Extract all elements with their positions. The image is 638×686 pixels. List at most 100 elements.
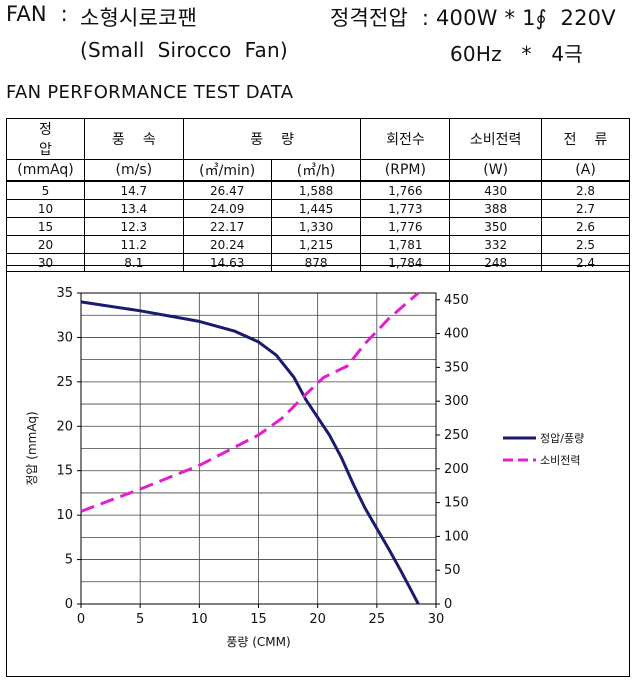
y2-tick-label: 300 — [444, 394, 469, 409]
chart-grid — [80, 292, 437, 605]
table-cell: 1,781 — [360, 235, 451, 254]
table-cell: 20.24 — [182, 235, 272, 254]
table-cell: 1,588 — [270, 180, 362, 200]
table-row: 10 13.4 24.09 1,445 1,773 388 2.7 — [6, 199, 630, 218]
table-cell: 30 — [6, 253, 85, 272]
x-tick-label: 25 — [369, 612, 386, 627]
y2-tick-label: 350 — [444, 360, 469, 375]
y-tick-label: 15 — [56, 464, 73, 479]
y2-tick-label: 0 — [444, 597, 452, 612]
table-cell: 2.7 — [541, 199, 630, 218]
rated-frequency: 60Hz * 4극 — [450, 42, 583, 66]
y-tick-label: 5 — [65, 553, 73, 568]
table-cell: 13.4 — [83, 199, 184, 218]
y2-tick-label: 100 — [444, 529, 469, 544]
y-tick-label: 10 — [56, 508, 73, 523]
series-line-2 — [80, 291, 420, 513]
table-units-row: (mmAq) (m/s) (㎥/min) (㎥/h) (RPM) (W) (A) — [6, 159, 630, 182]
table-cell: 1,215 — [270, 235, 362, 254]
table-cell: 1,773 — [360, 199, 451, 218]
table-cell: 2.6 — [541, 217, 630, 236]
table-cell: 332 — [449, 235, 543, 254]
table-cell: 26.47 — [182, 180, 272, 200]
y2-tick-label: 50 — [444, 563, 461, 578]
x-tick-label: 30 — [428, 612, 445, 627]
table-cell: 1,766 — [360, 180, 451, 200]
fan-label: FAN : — [6, 2, 68, 26]
table-cell: 11.2 — [83, 235, 184, 254]
unit-cell: (W) — [449, 159, 543, 182]
rated-voltage-label: 정격전압 : — [330, 6, 430, 30]
performance-chart: 0510152025303505010015020025030035040045… — [25, 286, 584, 649]
y-tick-label: 20 — [56, 419, 73, 434]
table-cell: 248 — [449, 253, 543, 272]
x-tick-label: 15 — [250, 612, 267, 627]
table-cell: 15 — [6, 217, 85, 236]
table-row: 20 11.2 20.24 1,215 1,781 332 2.5 — [6, 235, 630, 254]
unit-cell: (RPM) — [360, 159, 451, 182]
table-row: 15 12.3 22.17 1,330 1,776 350 2.6 — [6, 217, 630, 236]
table-cell: 1,784 — [360, 253, 451, 272]
table-row: 5 14.7 26.47 1,588 1,766 430 2.8 — [6, 180, 630, 200]
rated-voltage-value: 400W * 1∮ 220V — [436, 6, 616, 30]
y2-tick-label: 250 — [444, 428, 469, 443]
y-tick-label: 0 — [65, 597, 73, 612]
table-cell: 12.3 — [83, 217, 184, 236]
performance-table: 정압 풍속 풍량 회전수 소비전력 전류 (mmAq) (m/s) (㎥/min… — [6, 118, 630, 272]
y-tick-label: 30 — [56, 330, 73, 345]
unit-cell: (mmAq) — [6, 159, 85, 182]
y2-tick-label: 400 — [444, 327, 469, 342]
header-power: 소비전력 — [449, 118, 543, 160]
chart-frame — [6, 265, 630, 677]
unit-cell: (㎥/min) — [182, 159, 272, 182]
table-cell: 10 — [6, 199, 85, 218]
x-tick-label: 20 — [309, 612, 326, 627]
unit-cell: (A) — [541, 159, 630, 182]
y2-tick-label: 200 — [444, 462, 469, 477]
table-cell: 20 — [6, 235, 85, 254]
header-static-pressure: 정압 — [6, 118, 85, 160]
table-cell: 2.5 — [541, 235, 630, 254]
legend-label-2: 소비전력 — [540, 454, 580, 467]
table-cell: 1,776 — [360, 217, 451, 236]
header-rpm: 회전수 — [360, 118, 451, 160]
legend-label-1: 정압/풍량 — [540, 432, 584, 445]
table-cell: 1,330 — [270, 217, 362, 236]
table-header-row: 정압 풍속 풍량 회전수 소비전력 전류 — [6, 118, 630, 160]
y-tick-label: 35 — [56, 286, 73, 301]
table-cell: 388 — [449, 199, 543, 218]
table-row: 30 8.1 14.63 878 1,784 248 2.4 — [6, 253, 630, 272]
unit-cell: (㎥/h) — [270, 159, 362, 182]
series-line-1 — [80, 300, 420, 605]
table-cell: 14.7 — [83, 180, 184, 200]
x-tick-label: 10 — [191, 612, 208, 627]
header-current: 전류 — [541, 118, 630, 160]
table-cell: 1,445 — [270, 199, 362, 218]
table-cell: 14.63 — [182, 253, 272, 272]
table-cell: 24.09 — [182, 199, 272, 218]
y2-tick-label: 150 — [444, 496, 469, 511]
x-axis-label: 풍량 (CMM) — [226, 635, 290, 649]
header-air-volume: 풍량 — [182, 118, 362, 160]
header-air-velocity: 풍속 — [83, 118, 184, 160]
y-tick-label: 25 — [56, 375, 73, 390]
table-cell: 350 — [449, 217, 543, 236]
table-cell: 22.17 — [182, 217, 272, 236]
fan-name-english: (Small Sirocco Fan) — [80, 38, 288, 62]
table-cell: 430 — [449, 180, 543, 200]
x-tick-label: 0 — [77, 612, 85, 627]
section-title: FAN PERFORMANCE TEST DATA — [6, 82, 294, 103]
axis-ticks: 0510152025303505010015020025030035040045… — [56, 286, 468, 627]
table-cell: 2.8 — [541, 180, 630, 200]
fan-name-korean: 소형시로코팬 — [80, 6, 198, 30]
table-cell: 5 — [6, 180, 85, 200]
rated-voltage: 정격전압 : 400W * 1∮ 220V — [330, 2, 616, 32]
table-cell: 2.4 — [541, 253, 630, 272]
chart-series — [80, 291, 420, 605]
table-cell: 878 — [270, 253, 362, 272]
y2-tick-label: 450 — [444, 293, 469, 308]
x-tick-label: 5 — [136, 612, 144, 627]
unit-cell: (m/s) — [83, 159, 184, 182]
y-axis-label: 정압 (mmAq) — [25, 411, 39, 485]
